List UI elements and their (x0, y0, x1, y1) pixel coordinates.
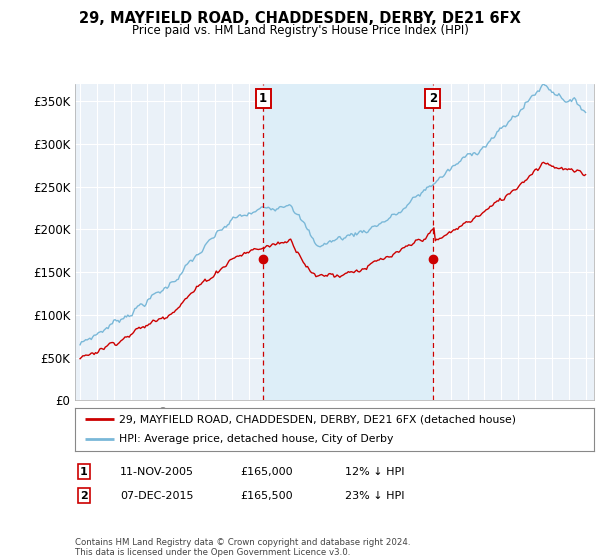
Text: 23% ↓ HPI: 23% ↓ HPI (345, 491, 404, 501)
Text: £165,500: £165,500 (240, 491, 293, 501)
Text: HPI: Average price, detached house, City of Derby: HPI: Average price, detached house, City… (119, 434, 394, 444)
Text: Contains HM Land Registry data © Crown copyright and database right 2024.
This d: Contains HM Land Registry data © Crown c… (75, 538, 410, 557)
Text: 1: 1 (80, 466, 88, 477)
Text: 29, MAYFIELD ROAD, CHADDESDEN, DERBY, DE21 6FX: 29, MAYFIELD ROAD, CHADDESDEN, DERBY, DE… (79, 11, 521, 26)
Text: 29, MAYFIELD ROAD, CHADDESDEN, DERBY, DE21 6FX (detached house): 29, MAYFIELD ROAD, CHADDESDEN, DERBY, DE… (119, 414, 516, 424)
Bar (263, 84, 433, 400)
Text: 1: 1 (259, 92, 267, 105)
Text: 12% ↓ HPI: 12% ↓ HPI (345, 466, 404, 477)
Text: 11-NOV-2005: 11-NOV-2005 (120, 466, 194, 477)
Text: 2: 2 (80, 491, 88, 501)
Text: 07-DEC-2015: 07-DEC-2015 (120, 491, 193, 501)
Text: 2: 2 (428, 92, 437, 105)
Text: £165,000: £165,000 (240, 466, 293, 477)
Text: Price paid vs. HM Land Registry's House Price Index (HPI): Price paid vs. HM Land Registry's House … (131, 24, 469, 36)
